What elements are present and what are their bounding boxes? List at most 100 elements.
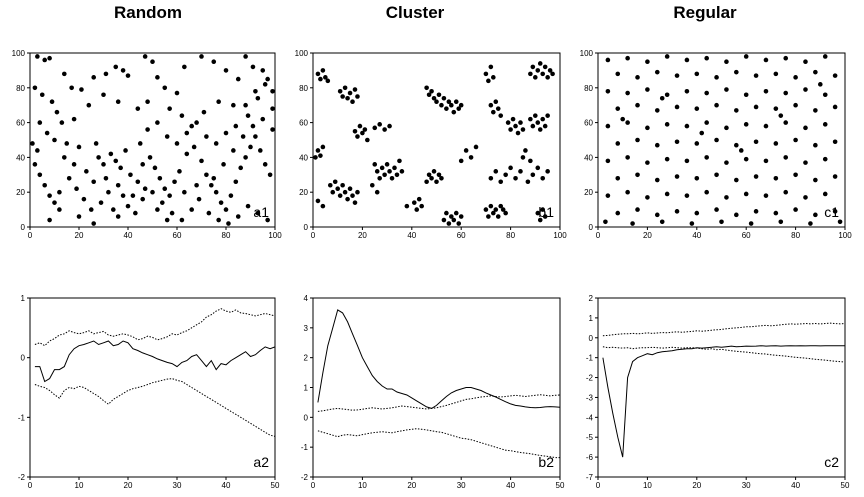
data-point [540,207,546,212]
data-point [52,200,57,205]
data-point [167,193,172,198]
envelope-line [602,322,846,337]
data-point [347,186,353,192]
data-point [493,169,499,174]
data-point [704,120,709,125]
data-point [91,75,96,80]
data-point [211,59,217,64]
data-point [714,172,719,178]
scatter-plot-random: 0 20 40 60 80 100 0 20 40 60 80 100 a1 [12,49,283,240]
plot-frame [597,52,846,228]
data-point [793,75,798,80]
data-point [488,64,494,70]
data-point [654,142,660,148]
data-point [773,71,779,77]
data-point [93,141,99,146]
data-point [315,71,321,77]
x-tick-label: 0 [596,231,601,240]
x-tick-label: 40 [506,481,515,490]
data-point [313,155,318,160]
x-tick-label: 0 [596,481,601,490]
x-tick-label: 100 [268,231,282,240]
data-point [605,123,611,129]
data-point [533,75,538,80]
data-point [714,137,719,143]
x-tick-label: 60 [742,231,751,240]
data-point [98,200,104,205]
data-point [255,210,261,216]
data-point [419,203,424,209]
data-point [387,123,392,129]
data-point [164,134,170,139]
data-point [498,113,504,118]
x-tick-label: 60 [457,231,466,240]
data-point [535,210,541,216]
data-point [503,172,508,178]
data-point [209,182,214,188]
data-point [392,165,397,171]
x-tick-label: 40 [222,481,231,490]
data-point [223,130,229,136]
data-point [250,123,256,129]
data-point [145,127,150,132]
data-point [150,59,155,64]
y-tick-label: 2 [589,294,594,303]
data-point [86,102,92,108]
data-point [243,102,248,108]
data-point [120,68,126,73]
data-point [150,189,155,195]
data-point [174,90,180,96]
data-point [47,55,52,61]
x-tick-label: 30 [742,481,751,490]
line-plot-regular: 0 10 20 30 40 50 -7 -6 -5 -4 -3 -2 -1 0 1 2 c2 [586,294,850,490]
data-point [456,106,462,111]
data-point [103,71,109,77]
data-point [436,172,442,178]
plot-frame [29,297,276,478]
data-point [260,68,266,73]
data-point [223,207,229,212]
data-point [135,179,141,185]
panel-label: c1 [824,204,839,220]
data-point [434,99,439,105]
data-point [528,71,533,77]
data-point [674,174,680,179]
data-point [374,169,380,174]
data-point [125,203,131,209]
data-point [630,221,635,226]
data-point [635,137,640,143]
data-point [530,172,536,178]
data-point [204,172,209,178]
y-tick-label: -2 [18,473,26,482]
data-point [803,195,808,200]
data-point [115,214,121,219]
data-point [486,78,491,84]
data-point [635,207,640,212]
x-tick-label: 20 [75,231,84,240]
data-point [177,169,182,174]
data-point [189,207,194,212]
data-point [213,189,219,195]
data-point [243,155,248,160]
title-cluster: Cluster [385,3,445,22]
data-point [654,212,660,218]
x-tick-label: 0 [28,481,33,490]
data-point [199,158,204,164]
data-point [39,92,45,98]
data-point [267,172,273,178]
data-point [625,120,630,125]
data-point [216,99,221,105]
data-point [352,87,358,92]
data-point [436,92,442,98]
data-point [255,95,261,101]
data-point [253,134,258,139]
data-point [167,106,172,111]
data-point [233,179,239,185]
data-point [684,88,690,94]
data-point [64,141,70,146]
data-point [625,55,630,61]
data-point [793,102,798,108]
data-point [54,109,60,115]
y-tick-label: 40 [299,153,308,162]
x-tick-label: 50 [271,481,280,490]
